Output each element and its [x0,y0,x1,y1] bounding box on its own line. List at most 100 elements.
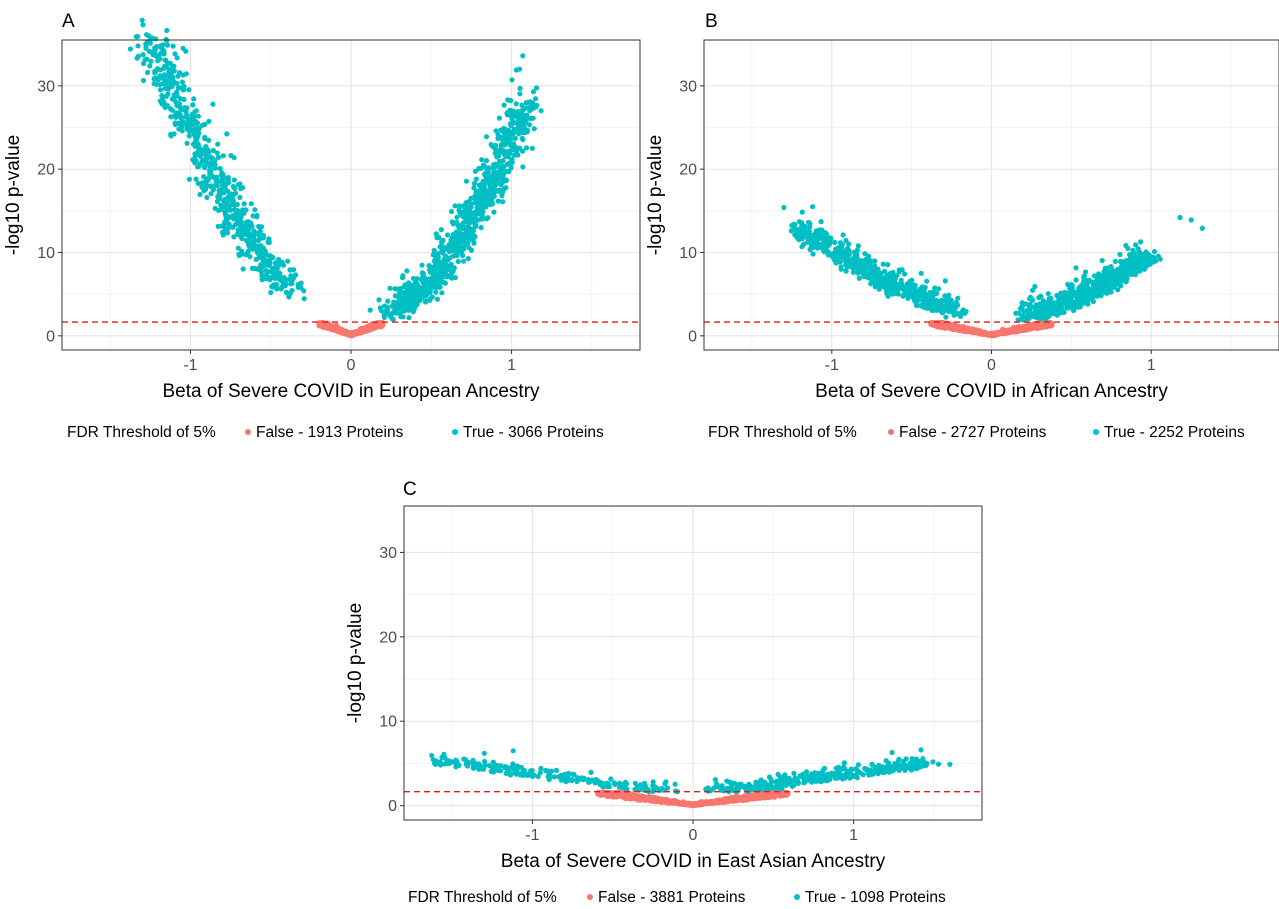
true-point [157,67,163,73]
true-point [507,107,513,113]
true-point [273,273,279,279]
true-point [282,276,288,282]
true-point [379,308,385,314]
true-point [483,178,489,184]
true-point [215,141,221,147]
true-point [501,139,507,145]
true-point [171,96,177,102]
y-axis-title: -log10 p-value [3,135,24,255]
true-point [1105,267,1111,273]
true-point [883,273,890,279]
true-point [135,43,141,49]
true-point [508,113,515,119]
true-point [195,180,201,186]
true-point [1109,271,1115,277]
true-point [425,277,431,283]
true-point [492,146,498,152]
true-point [201,174,207,180]
true-point [1066,295,1073,301]
true-point [840,250,846,257]
true-point [476,197,482,203]
true-point [163,63,169,69]
true-point [194,120,200,126]
true-point [172,120,178,126]
true-point [139,17,145,23]
true-point [184,123,190,129]
true-point [174,55,180,61]
true-point [179,79,185,85]
true-point [1138,239,1144,245]
true-point [456,225,462,231]
true-point [868,258,875,265]
true-point [491,171,497,177]
true-point [1040,298,1046,304]
true-point [517,85,523,91]
true-point [438,227,444,233]
true-point [265,239,271,245]
true-point [291,274,297,280]
true-point [826,242,832,248]
true-point [274,266,280,273]
true-point [1059,308,1065,314]
true-point [500,199,506,205]
true-point [1083,269,1089,275]
true-point [256,223,262,230]
true-point [506,169,512,175]
true-point [1117,258,1124,265]
true-point [165,73,172,79]
true-point [144,39,150,45]
true-point [177,96,183,102]
true-point [950,307,957,314]
true-point [494,180,500,186]
false-point [369,323,375,330]
true-point [491,162,497,168]
true-point [1125,257,1131,264]
true-point [235,182,241,188]
true-point [449,269,455,275]
legend-label-true: True - 2252 Proteins [1104,424,1245,441]
true-point [435,284,441,290]
true-point [529,145,535,151]
true-point [164,27,170,34]
true-point [1070,301,1076,307]
true-point [367,307,373,313]
true-point [483,134,490,140]
true-point [274,286,280,292]
true-point [182,114,188,120]
true-point [1054,312,1060,318]
true-point [184,140,190,146]
true-point [172,51,178,57]
true-point [433,289,439,295]
true-point [197,191,203,198]
true-point [1056,300,1062,306]
true-point [236,252,242,259]
true-point [257,228,263,234]
true-point [515,125,521,132]
true-point [465,256,471,262]
true-point [173,114,179,120]
true-point [920,289,927,295]
x-axis-title: Beta of Severe COVID in African Ancestry [815,381,1168,402]
true-point [1103,284,1109,291]
true-point [243,207,249,213]
true-point [847,258,853,264]
true-point [909,294,916,300]
true-point [238,186,244,192]
true-point [1073,265,1079,271]
true-point [1143,249,1149,255]
true-point [207,154,213,160]
true-point [1125,264,1131,270]
true-point [246,244,252,250]
false-point [988,332,994,338]
true-point [407,285,413,291]
true-point [127,46,133,52]
true-point [1074,296,1080,302]
true-point [491,188,497,194]
true-point [216,191,222,197]
true-point [508,97,514,104]
true-point [191,132,197,138]
true-point [476,210,482,216]
true-point [231,216,237,222]
true-point [486,194,492,200]
